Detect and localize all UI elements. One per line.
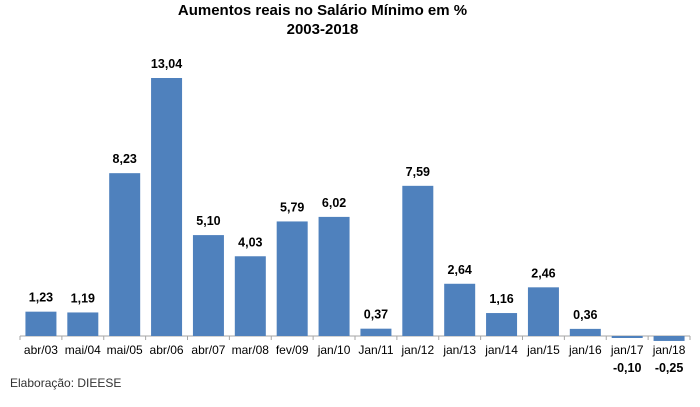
data-label: -0,10 [613, 361, 642, 375]
data-label: 1,19 [71, 291, 95, 305]
data-label: 1,16 [489, 292, 513, 306]
bar [653, 336, 685, 341]
bar [486, 313, 518, 336]
bar [67, 312, 99, 336]
data-label: 2,46 [531, 266, 555, 280]
x-tick-label: fev/09 [276, 343, 309, 357]
bar [402, 185, 434, 336]
x-tick-label: mai/05 [107, 343, 143, 357]
x-tick-label: abr/07 [191, 343, 225, 357]
x-tick-label: jan/12 [400, 343, 434, 357]
data-label: 4,03 [238, 235, 262, 249]
data-label: -0,25 [655, 361, 684, 375]
data-label: 1,23 [29, 291, 53, 305]
data-label: 0,36 [573, 308, 597, 322]
bar [444, 283, 476, 336]
bar [151, 78, 183, 336]
bar [318, 216, 350, 336]
bar [109, 173, 141, 336]
data-label: 2,64 [448, 263, 472, 277]
x-tick-label: jan/14 [484, 343, 518, 357]
bar [192, 235, 224, 336]
chart-title-line: Aumentos reais no Salário Mínimo em % [177, 2, 468, 19]
data-label: 8,23 [113, 152, 137, 166]
bar [276, 221, 308, 336]
x-tick-label: mai/04 [65, 343, 101, 357]
data-label: 6,02 [322, 196, 346, 210]
data-label: 7,59 [406, 165, 430, 179]
x-tick-label: jan/18 [652, 343, 686, 357]
chart-title: Aumentos reais no Salário Mínimo em % 20… [0, 1, 645, 39]
x-tick-label: jan/15 [526, 343, 560, 357]
x-tick-label: abr/06 [150, 343, 184, 357]
bar [25, 311, 57, 336]
data-label: 5,79 [280, 200, 304, 214]
bar [611, 336, 643, 338]
x-tick-label: jan/17 [610, 343, 644, 357]
bar [360, 328, 392, 336]
x-tick-label: Jan/11 [358, 343, 393, 357]
x-tick-label: jan/16 [568, 343, 602, 357]
data-label: 13,04 [151, 57, 182, 71]
source-note: Elaboração: DIEESE [10, 376, 122, 390]
x-tick-label: jan/10 [317, 343, 351, 357]
data-label: 0,37 [364, 308, 388, 322]
x-tick-label: abr/03 [24, 343, 58, 357]
bar [527, 287, 559, 336]
data-label: 5,10 [196, 214, 220, 228]
chart-subtitle: 2003-2018 [286, 21, 359, 38]
bar [569, 328, 601, 336]
bar [234, 256, 266, 336]
x-tick-label: jan/13 [442, 343, 476, 357]
x-tick-label: mar/08 [232, 343, 270, 357]
